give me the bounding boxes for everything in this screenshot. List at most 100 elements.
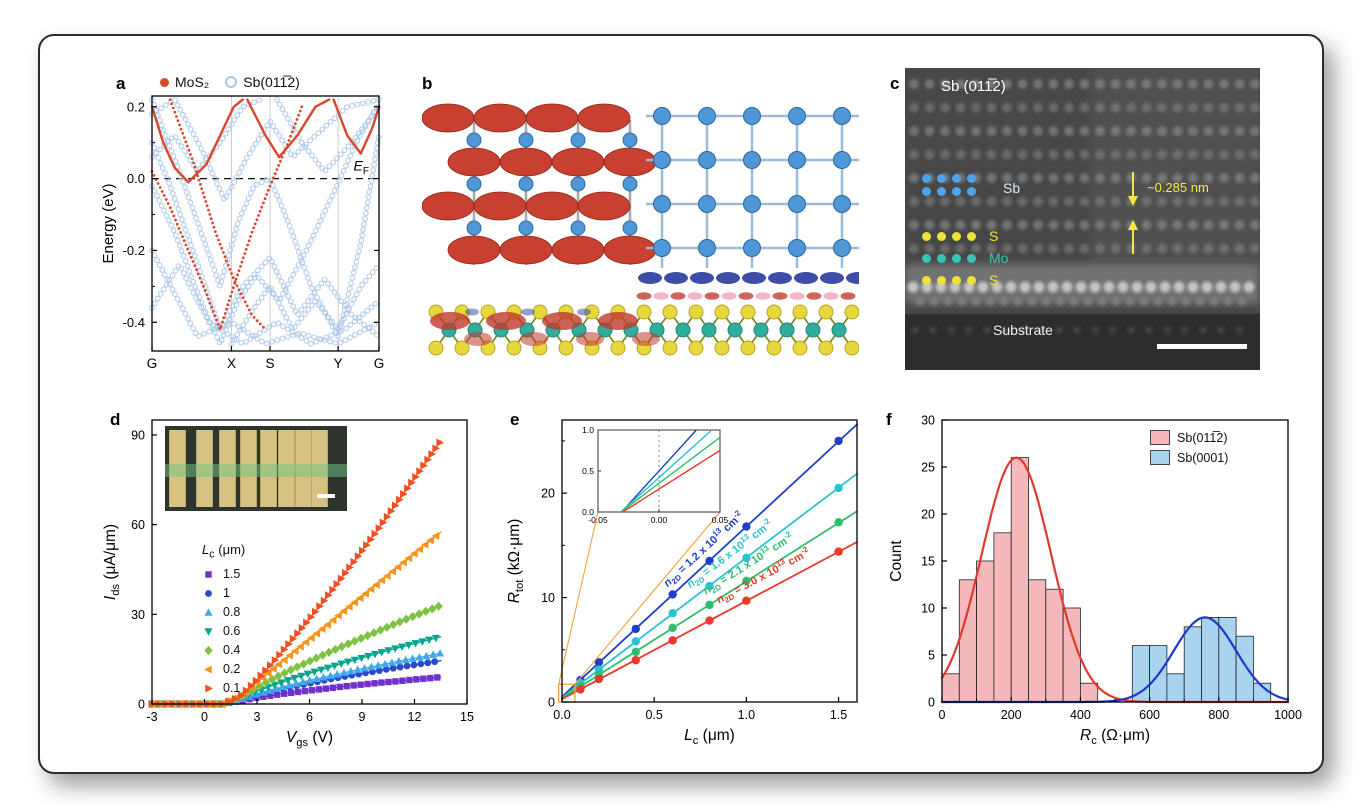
legend-label: Sb(011̅2) bbox=[243, 74, 300, 90]
svg-text:0.0: 0.0 bbox=[553, 708, 570, 722]
svg-text:6: 6 bbox=[306, 710, 313, 724]
legend-label: 0.4 bbox=[223, 643, 241, 658]
svg-text:90: 90 bbox=[131, 428, 145, 442]
figure-card: a b c d e f MoS₂ Sb(011̅2) 0.2 0.0 -0.2 -0.… bbox=[38, 34, 1324, 774]
atom-dot-icon bbox=[967, 276, 976, 285]
legend-label: 0.2 bbox=[223, 662, 241, 677]
atom-dot-icon bbox=[922, 254, 931, 263]
svg-text:30: 30 bbox=[131, 608, 145, 622]
atom-dot-icon bbox=[967, 254, 976, 263]
svg-text:0.5: 0.5 bbox=[645, 708, 662, 722]
svg-text:-3: -3 bbox=[146, 710, 157, 724]
svg-text:0: 0 bbox=[138, 698, 145, 712]
mo-atom-label: Mo bbox=[989, 250, 1009, 266]
sb-atoms-overlay bbox=[919, 172, 981, 198]
svg-text:Y: Y bbox=[334, 356, 343, 371]
svg-text:20: 20 bbox=[921, 508, 935, 522]
svg-text:400: 400 bbox=[1070, 708, 1091, 722]
svg-text:Rtot (kΩ·μm): Rtot (kΩ·μm) bbox=[506, 519, 526, 604]
panel-e-tlm-plot: -0.05 0.00 0.05 0.0 0.5 1.0 n2D = 1.2 x 1013 c… bbox=[504, 410, 874, 755]
panel-c-tem-image: Sb (011̅2) Sb ~0.285 nm S Mo S Substrate bbox=[905, 68, 1260, 370]
legend-label: 1 bbox=[223, 586, 230, 601]
atom-dot-icon bbox=[922, 187, 931, 196]
legend-label: 1.5 bbox=[223, 567, 241, 582]
atom-dot-icon bbox=[967, 187, 976, 196]
histogram-legend: Sb(011̅2) Sb(0001) bbox=[1150, 430, 1228, 470]
legend-item: 0.2 bbox=[202, 660, 245, 679]
mos2-marker-icon bbox=[160, 77, 169, 87]
legend-label: 0.6 bbox=[223, 624, 241, 639]
inset-scale-bar bbox=[317, 494, 335, 498]
atom-dot-icon bbox=[952, 174, 961, 183]
svg-text:-0.2: -0.2 bbox=[123, 243, 145, 258]
svg-text:10: 10 bbox=[921, 602, 935, 616]
sb0112-swatch-icon bbox=[1150, 430, 1170, 445]
panel-f-histogram: 0 200 400 600 800 1000 0 5 10 15 20 25 30 Rc (Ω·μm) Co… bbox=[886, 410, 1311, 755]
svg-text:0.00: 0.00 bbox=[651, 515, 668, 525]
panel-label-c: c bbox=[890, 74, 900, 93]
svg-text:1000: 1000 bbox=[1274, 708, 1302, 722]
svg-text:0: 0 bbox=[928, 696, 935, 710]
sb0001-swatch-icon bbox=[1150, 450, 1170, 465]
sb-marker-icon bbox=[225, 76, 238, 88]
legend-item: 0.1 bbox=[202, 679, 245, 698]
triangle-down-marker-icon bbox=[204, 627, 213, 636]
svg-text:3: 3 bbox=[254, 710, 261, 724]
legend-item: 0.4 bbox=[202, 641, 245, 660]
svg-text:0.0: 0.0 bbox=[127, 171, 145, 186]
contact-resistance-histogram: 0 200 400 600 800 1000 0 5 10 15 20 25 30 Rc (Ω·μm) Co… bbox=[888, 414, 1302, 748]
legend-label: 0.8 bbox=[223, 605, 241, 620]
panel-label-d: d bbox=[110, 410, 121, 429]
svg-text:Ids (μA/μm): Ids (μA/μm) bbox=[102, 524, 122, 600]
svg-text:800: 800 bbox=[1208, 708, 1229, 722]
sb-atom-label: Sb bbox=[1003, 180, 1021, 196]
legend-item-sb: Sb(011̅2) bbox=[225, 74, 300, 90]
atom-dot-icon bbox=[952, 187, 961, 196]
panel-label-b: b bbox=[422, 74, 433, 93]
legend-item-sb0001: Sb(0001) bbox=[1150, 450, 1228, 465]
lattice-spacing-label: ~0.285 nm bbox=[1147, 180, 1209, 195]
svg-text:0.0: 0.0 bbox=[582, 507, 594, 517]
tem-micrograph bbox=[905, 68, 1260, 370]
square-marker-icon bbox=[205, 570, 212, 578]
legend-label: 0.1 bbox=[223, 681, 241, 696]
legend-item: 1.5 bbox=[202, 565, 245, 584]
atom-dot-icon bbox=[937, 276, 946, 285]
s-atoms-overlay-top bbox=[919, 230, 989, 243]
legend-label: Sb(011̅2) bbox=[1177, 430, 1228, 445]
svg-text:Vgs (V): Vgs (V) bbox=[286, 729, 333, 749]
s-atoms-overlay-bottom bbox=[919, 274, 989, 287]
svg-text:9: 9 bbox=[359, 710, 366, 724]
svg-text:0: 0 bbox=[939, 708, 946, 722]
atom-dot-icon bbox=[922, 174, 931, 183]
mo-atoms-overlay bbox=[919, 252, 989, 265]
sem-device-inset bbox=[165, 426, 347, 511]
svg-text:S: S bbox=[266, 356, 275, 371]
tem-title: Sb (011̅2) bbox=[941, 78, 1006, 95]
scale-bar bbox=[1157, 344, 1247, 349]
atom-dot-icon bbox=[952, 232, 961, 241]
panel-label-e: e bbox=[510, 410, 520, 429]
legend-item: 0.6 bbox=[202, 622, 245, 641]
triangle-right-marker-icon bbox=[205, 684, 213, 693]
panel-b-atomic-structure bbox=[422, 100, 859, 364]
atom-dot-icon bbox=[952, 276, 961, 285]
svg-text:-0.4: -0.4 bbox=[123, 315, 145, 330]
diamond-marker-icon bbox=[204, 645, 213, 655]
panel-a-band-structure: MoS₂ Sb(011̅2) 0.2 0.0 -0.2 -0.4 G X S Y G Energy… bbox=[98, 66, 398, 396]
svg-text:600: 600 bbox=[1139, 708, 1160, 722]
atom-dot-icon bbox=[952, 254, 961, 263]
svg-text:20: 20 bbox=[541, 487, 555, 501]
circle-marker-icon bbox=[205, 589, 212, 597]
legend-item: 1 bbox=[202, 584, 245, 603]
channel-length-legend: Lc (μm) 1.5 1 0.8 0.6 0.4 0.2 0.1 bbox=[202, 542, 245, 698]
substrate-label: Substrate bbox=[993, 322, 1053, 338]
svg-text:30: 30 bbox=[921, 414, 935, 428]
svg-text:15: 15 bbox=[921, 555, 935, 569]
svg-text:G: G bbox=[147, 356, 158, 371]
svg-text:G: G bbox=[374, 356, 385, 371]
triangle-left-marker-icon bbox=[204, 665, 212, 674]
svg-text:5: 5 bbox=[928, 649, 935, 663]
